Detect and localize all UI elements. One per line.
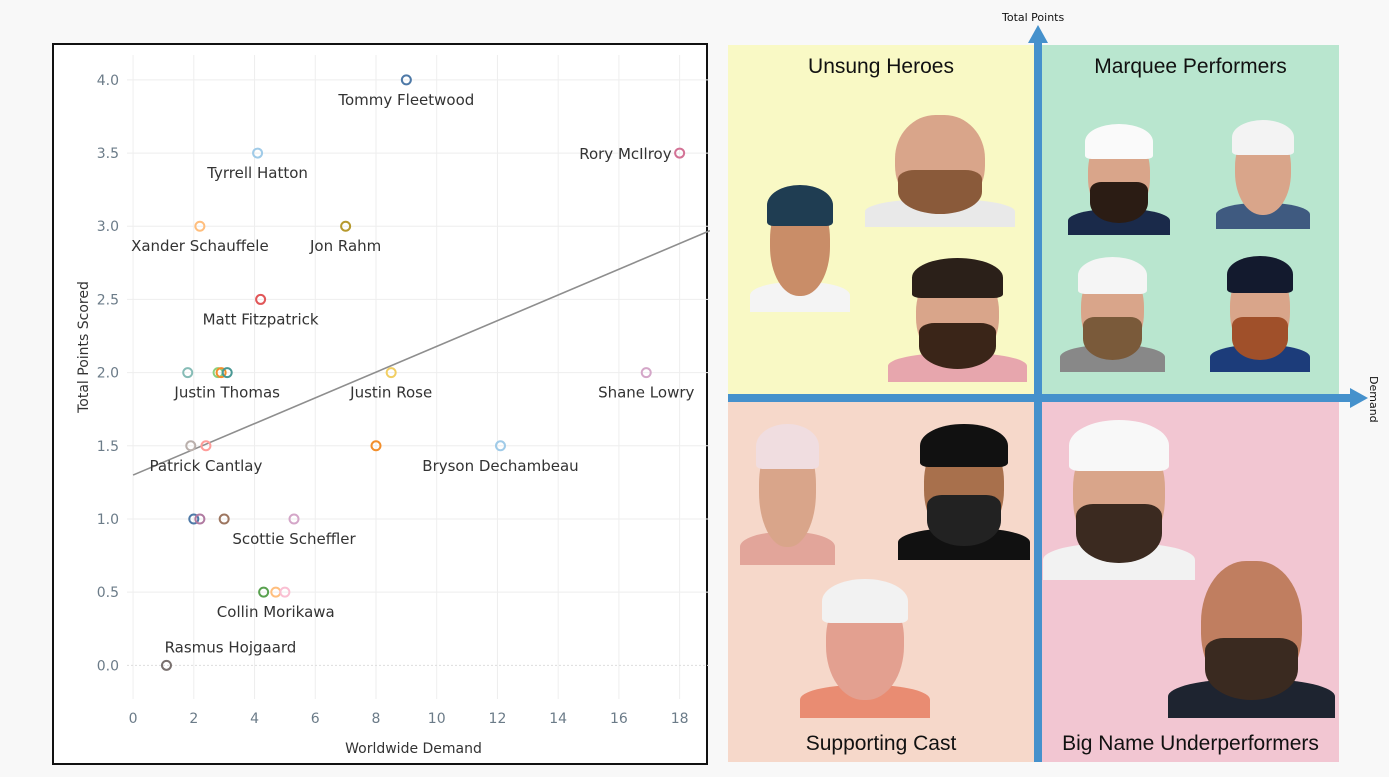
player-photo: [750, 177, 850, 312]
x-tick-label: 8: [372, 711, 381, 727]
point-label: Rasmus Hojgaard: [165, 638, 297, 656]
scatter-chart: 0 2 4 6 8 10 12 14 16 18 0.0 0.5 1.0 1.5 2.0 2.5 3.0 3.5 4…: [52, 43, 710, 765]
x-axis-label: Worldwide Demand: [345, 741, 482, 757]
point-label: Scottie Scheffler: [232, 530, 356, 548]
data-point: [252, 147, 264, 159]
total-points-axis-title: Total Points: [1002, 11, 1065, 24]
player-photo: [888, 250, 1027, 382]
data-point: [182, 367, 194, 379]
point-label: Collin Morikawa: [217, 603, 335, 621]
point-label: Xander Schauffele: [131, 237, 269, 255]
x-tick-label: 10: [428, 711, 446, 727]
data-point: [370, 440, 382, 452]
data-point: [185, 440, 197, 452]
player-photo: [1216, 113, 1310, 229]
data-point: [200, 440, 212, 452]
point-label: Jon Rahm: [309, 237, 381, 255]
quadrant-title: Unsung Heroes: [808, 55, 954, 78]
data-point: [255, 293, 267, 305]
x-tick-label: 0: [129, 711, 138, 727]
player-photo: [740, 415, 835, 565]
player-photo: [1210, 249, 1310, 372]
point-label: Patrick Cantlay: [150, 457, 263, 475]
arrow-up-icon: [1028, 25, 1048, 43]
point-label: Rory McIlroy: [579, 145, 672, 163]
point-label: Shane Lowry: [598, 384, 694, 402]
data-point: [340, 220, 352, 232]
x-tick-label: 6: [311, 711, 320, 727]
quadrant-title: Supporting Cast: [805, 732, 957, 755]
point-label: Tyrrell Hatton: [206, 164, 308, 182]
point-label: Matt Fitzpatrick: [203, 310, 319, 328]
player-photo: [1168, 540, 1335, 718]
quadrant-title: Marquee Performers: [1094, 55, 1287, 78]
data-point: [188, 513, 200, 525]
point-label: Tommy Fleetwood: [337, 91, 474, 109]
data-point: [218, 513, 230, 525]
data-point: [400, 74, 412, 86]
y-tick-label: 4.0: [97, 73, 119, 89]
y-tick-label: 1.0: [97, 512, 119, 528]
point-label: Justin Rose: [349, 384, 432, 402]
x-tick-label: 18: [671, 711, 689, 727]
x-tick-label: 12: [489, 711, 507, 727]
data-point: [194, 513, 206, 525]
trend-line: [132, 229, 710, 476]
data-point: [279, 586, 291, 598]
player-photo: [800, 570, 930, 718]
data-point: [221, 367, 233, 379]
y-tick-label: 2.5: [97, 292, 119, 308]
quadrant-title: Big Name Underperformers: [1062, 732, 1319, 755]
y-tick-label: 0.0: [97, 658, 119, 674]
y-axis-label: Total Points Scored: [76, 281, 92, 414]
demand-axis: [728, 394, 1353, 402]
x-tick-label: 16: [610, 711, 628, 727]
y-tick-label: 2.0: [97, 366, 119, 382]
x-tick-label: 2: [189, 711, 198, 727]
data-point: [640, 367, 652, 379]
x-tick-label: 4: [250, 711, 259, 727]
data-point: [215, 367, 227, 379]
data-point: [288, 513, 300, 525]
point-label: Justin Thomas: [173, 384, 280, 402]
y-tick-label: 3.5: [97, 146, 119, 162]
y-tick-label: 3.0: [97, 219, 119, 235]
data-point: [494, 440, 506, 452]
y-tick-label: 1.5: [97, 439, 119, 455]
player-photo: [1043, 410, 1195, 580]
data-point: [160, 659, 172, 671]
data-point: [194, 220, 206, 232]
player-photo: [1068, 117, 1170, 235]
player-photo: [865, 100, 1015, 227]
data-point: [258, 586, 270, 598]
scatter-plot-svg: 0 2 4 6 8 10 12 14 16 18 0.0 0.5 1.0 1.5 2.0 2.5 3.0 3.5 4…: [76, 55, 710, 757]
point-label: Bryson Dechambeau: [422, 457, 578, 475]
data-point: [385, 367, 397, 379]
data-point: [674, 147, 686, 159]
demand-axis-title: Demand: [1367, 376, 1380, 423]
x-tick-label: 14: [549, 711, 567, 727]
player-photo: [1060, 250, 1165, 372]
y-tick-label: 0.5: [97, 585, 119, 601]
player-photo: [898, 415, 1030, 560]
arrow-right-icon: [1350, 388, 1368, 408]
